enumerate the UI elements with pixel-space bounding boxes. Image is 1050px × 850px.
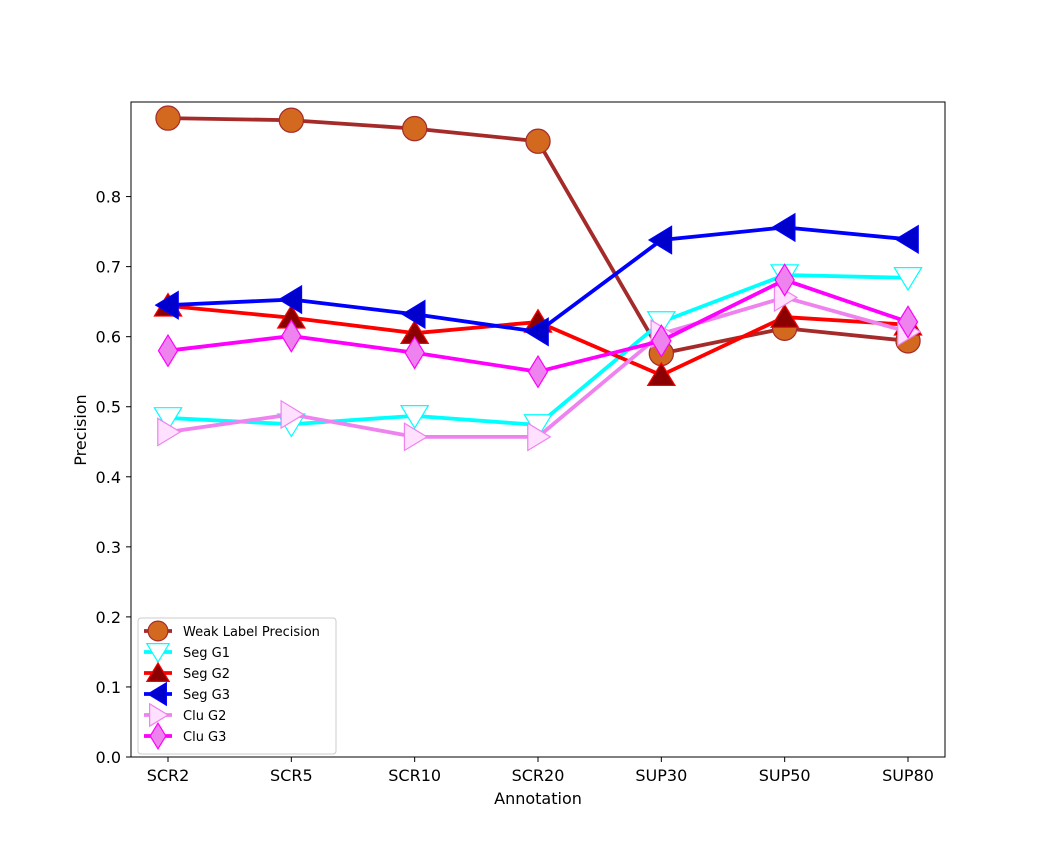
legend-label: Seg G3 [183,688,230,703]
data-point [401,299,426,329]
data-point [646,361,677,387]
data-point [651,324,672,358]
legend-item: Seg G3 [144,681,230,707]
y-tick-label: 0.6 [96,328,121,347]
y-axis-label: Precision [71,394,90,465]
data-point [153,407,183,432]
legend-marker [149,722,167,750]
data-point [399,405,430,430]
series-seg-g1 [153,264,923,439]
legend: Weak Label Precision Seg G1 Seg G2 Seg G3 Cl… [137,617,337,755]
data-point [525,128,551,154]
data-point [401,115,428,142]
y-tick-label: 0.5 [96,398,121,417]
legend-label: Weak Label Precision [183,625,320,640]
y-tick-label: 0.7 [96,258,121,277]
data-point [157,417,182,447]
data-point [281,319,302,353]
x-tick-label: SCR10 [388,766,441,785]
data-point [647,225,673,255]
legend-label: Clu G2 [183,709,226,724]
x-tick-label: SCR2 [147,766,190,785]
x-tick-label: SCR20 [512,766,565,785]
legend-item: Weak Label Precision [144,620,320,642]
legend-marker [146,681,167,707]
data-point [774,263,795,297]
legend-item: Clu G3 [144,722,226,750]
legend-marker [145,643,171,664]
series-clu-g3 [157,263,919,389]
legend-item: Clu G2 [144,702,226,728]
legend-label: Seg G1 [183,646,230,661]
data-point [527,354,549,389]
data-point [524,317,549,347]
y-tick-label: 0.4 [96,468,121,487]
series-seg-g3 [154,212,919,347]
x-tick-label: SCR5 [270,766,313,785]
data-point [527,422,552,452]
data-point [155,105,181,131]
data-point [154,290,179,320]
x-axis-label: Annotation [494,789,582,808]
data-point [894,224,919,255]
data-point [893,267,923,292]
x-tick-label: SUP80 [882,766,934,785]
data-point [769,303,800,328]
legend-label: Clu G3 [183,730,226,745]
legend-marker [147,620,169,642]
data-point [404,335,425,370]
x-tick-label: SUP30 [635,766,687,785]
legend-item: Seg G2 [144,661,230,682]
data-point [277,284,303,315]
data-point [771,212,796,243]
data-point [403,422,429,452]
legend-marker [149,702,170,728]
legend-label: Seg G2 [183,667,230,682]
y-tick-label: 0.2 [96,608,121,627]
legend-item: Seg G1 [144,643,230,664]
data-point [280,399,305,430]
y-tick-label: 0.1 [96,678,121,697]
legend-marker [145,661,171,682]
x-tick-label: SUP50 [759,766,811,785]
data-point [278,107,305,133]
y-tick-label: 0.0 [96,748,121,767]
y-tick-label: 0.3 [96,538,121,557]
y-tick-label: 0.8 [96,188,121,207]
legend-box [137,617,337,755]
data-point [157,333,179,368]
data-point [897,305,919,339]
